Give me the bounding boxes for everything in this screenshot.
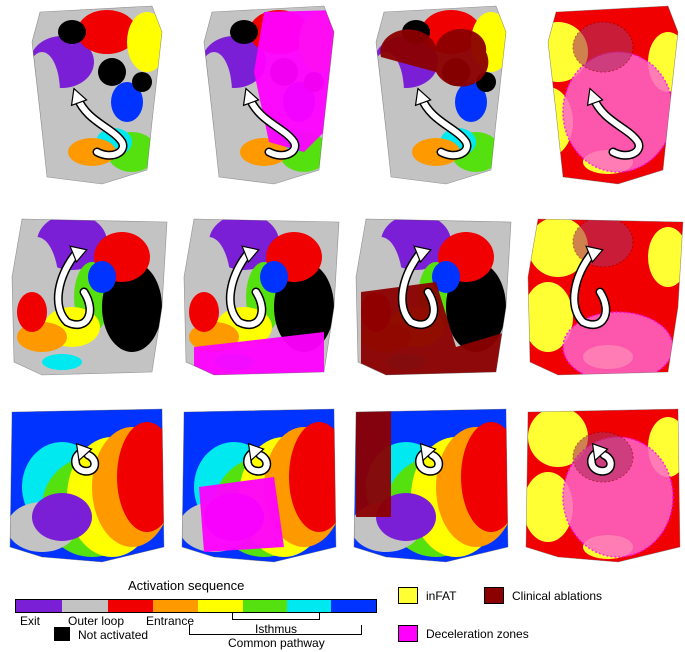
label-common-pathway: Common pathway xyxy=(228,636,325,650)
activation-colorbar xyxy=(15,599,377,613)
label-deceleration-zones: Deceleration zones xyxy=(426,627,529,641)
colorbar-segment-red xyxy=(108,600,153,612)
swatch-not-activated xyxy=(54,627,70,641)
label-entrance: Entrance xyxy=(146,614,195,628)
panel-row3-col4 xyxy=(525,408,681,563)
figure-legend: Activation sequence Exit Outer loop Entr… xyxy=(0,565,685,652)
colorbar-segment-yellow xyxy=(198,600,243,612)
panel-row2-col1 xyxy=(11,218,168,376)
colorbar-segment-cyan xyxy=(287,600,331,612)
activation-sequence-title: Activation sequence xyxy=(128,578,245,593)
panel-row3-col1 xyxy=(9,408,165,563)
label-exit: Exit xyxy=(20,614,41,628)
label-clinical-ablations: Clinical ablations xyxy=(512,589,603,603)
swatch-clinical-ablations xyxy=(484,587,504,604)
colorbar-segment-green xyxy=(243,600,287,612)
figure-panel-grid xyxy=(9,5,684,563)
label-not-activated: Not activated xyxy=(78,628,149,642)
label-infat: inFAT xyxy=(426,589,457,603)
colorbar-segment-outer-loop xyxy=(62,600,108,612)
label-isthmus: Isthmus xyxy=(255,622,298,636)
colorbar-segment-exit xyxy=(16,600,62,612)
panel-row3-col3 xyxy=(353,408,509,563)
panel-row2-col2 xyxy=(183,218,340,376)
panel-row2-col4 xyxy=(527,218,684,376)
isthmus-bracket xyxy=(232,613,320,620)
label-outer-loop: Outer loop xyxy=(68,614,125,628)
colorbar-segment-blue xyxy=(331,600,376,612)
panel-row1-col1 xyxy=(31,5,163,185)
panel-row3-col2 xyxy=(181,408,337,563)
panel-row1-col3 xyxy=(375,5,507,185)
colorbar-segment-orange xyxy=(153,600,198,612)
common-pathway-bracket xyxy=(189,625,362,635)
swatch-deceleration-zones xyxy=(398,625,418,642)
panel-row2-col3 xyxy=(355,218,512,376)
swatch-infat xyxy=(398,587,418,604)
panel-row1-col4 xyxy=(547,5,679,185)
panel-row1-col2 xyxy=(203,5,335,185)
